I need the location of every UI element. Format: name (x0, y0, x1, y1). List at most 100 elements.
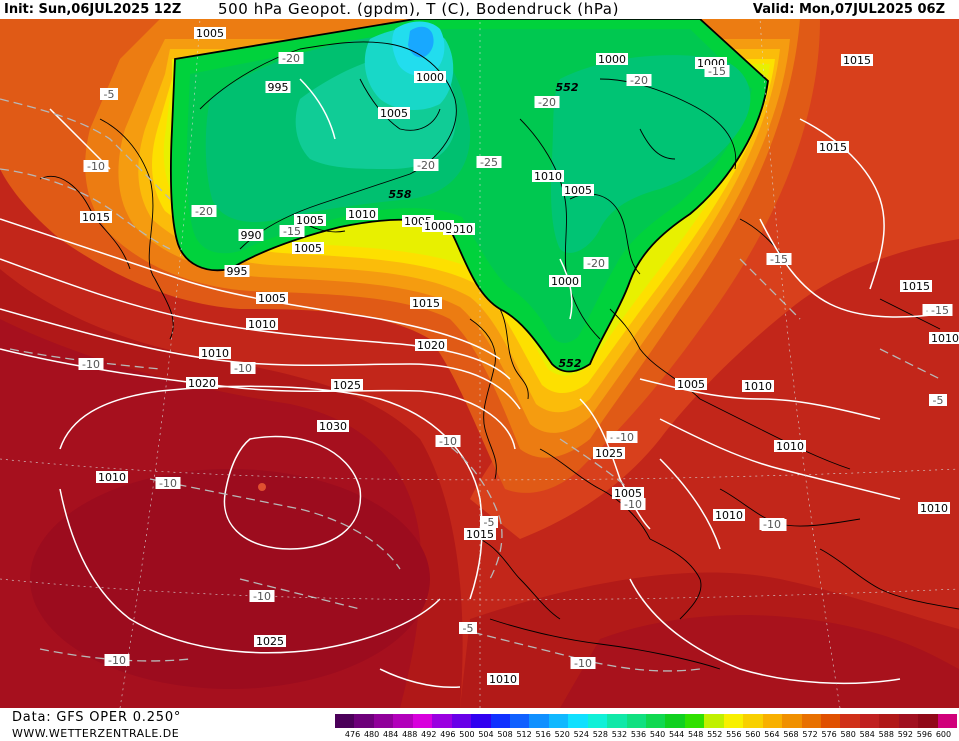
isotherm-label: -10 (435, 435, 461, 448)
label-box (927, 304, 953, 316)
isotherm-label: -10 (155, 477, 181, 490)
color-scale-bar (335, 714, 957, 728)
isobar-label: 1015 (841, 54, 873, 67)
label-text: -20 (417, 159, 435, 172)
isobar-label: 1005 (378, 107, 410, 120)
label-box (900, 280, 932, 292)
scale-swatch (782, 714, 802, 728)
label-text: -10 (439, 435, 457, 448)
label-text: 1005 (564, 184, 592, 197)
label-text: 1015 (843, 54, 871, 67)
label-text: -10 (87, 160, 105, 173)
label-text: -10 (159, 477, 177, 490)
isobar-label: 1010 (774, 440, 806, 453)
label-text: -20 (195, 205, 213, 218)
label-text: 1010 (920, 502, 948, 515)
label-box (415, 339, 447, 351)
scale-label: 588 (878, 730, 894, 739)
label-text: 1010 (776, 440, 804, 453)
website-credit: WWW.WETTERZENTRALE.DE (12, 727, 180, 740)
label-box (410, 297, 442, 309)
scale-swatch (490, 714, 510, 728)
scale-label: 580 (840, 730, 856, 739)
scale-label: 476 (344, 730, 361, 739)
label-text: 1005 (196, 27, 224, 40)
map-header: Init: Sun,06JUL2025 12Z 500 hPa Geopot. … (0, 0, 959, 19)
label-text: -15 (283, 225, 301, 238)
label-text: 1005 (380, 107, 408, 120)
isotherm-label: -10 (104, 654, 130, 667)
label-text: 1010 (489, 673, 517, 686)
label-text: -5 (933, 394, 944, 407)
label-box (620, 498, 646, 510)
valid-time: Valid: Mon,07JUL2025 06Z (752, 2, 945, 17)
data-source: Data: GFS OPER 0.250° (12, 710, 182, 725)
label-box (96, 471, 128, 483)
scale-swatch (684, 714, 705, 728)
label-box (774, 440, 806, 452)
scale-label: 556 (726, 730, 742, 739)
label-text: -20 (538, 96, 556, 109)
label-box (476, 156, 502, 168)
label-box (100, 88, 118, 100)
band-596-high (30, 469, 430, 689)
label-box (249, 590, 275, 602)
label-box (435, 435, 461, 447)
isobar-label: 1030 (317, 420, 349, 433)
label-text: 1000 (416, 71, 444, 84)
scale-label: 520 (554, 730, 570, 739)
isotherm-label: -10 (620, 498, 646, 511)
label-text: -10 (253, 590, 271, 603)
scale-label: 572 (802, 730, 818, 739)
label-text: -10 (624, 498, 642, 511)
isobar-label: 1010 (246, 318, 278, 331)
scale-swatch (879, 714, 899, 728)
isobar-label: 1000 (414, 71, 446, 84)
label-text: -5 (484, 516, 495, 529)
scale-swatch (937, 714, 957, 728)
label-box (532, 170, 564, 182)
isobar-label: 1015 (900, 280, 932, 293)
isobar-label: 1010 (918, 502, 950, 515)
init-time: Init: Sun,06JUL2025 12Z (4, 2, 182, 17)
label-box (841, 54, 873, 66)
label-box (155, 477, 181, 489)
scale-label: 552 (707, 730, 723, 739)
scale-label: 496 (440, 730, 456, 739)
label-text: -5 (104, 88, 115, 101)
scale-swatch (704, 714, 724, 728)
map-footer: Data: GFS OPER 0.250° WWW.WETTERZENTRALE… (0, 708, 959, 741)
label-box (596, 53, 628, 65)
label-box (549, 275, 581, 287)
label-text: -10 (82, 358, 100, 371)
label-text: 990 (241, 229, 262, 242)
scale-label: 560 (745, 730, 761, 739)
label-box (294, 214, 326, 226)
isotherm-label: -5 (459, 622, 477, 635)
scale-label: 508 (497, 730, 513, 739)
isotherm-label: -15 (279, 225, 305, 238)
scale-label: 536 (630, 730, 647, 739)
isotherm-label: -10 (230, 362, 256, 375)
label-text: -15 (770, 253, 788, 266)
label-text: -10 (616, 431, 634, 444)
label-box (612, 487, 644, 499)
label-text: 1015 (902, 280, 930, 293)
geopotential-label: 558 (389, 188, 412, 201)
label-box (583, 257, 609, 269)
isotherm-label: -20 (534, 96, 560, 109)
label-text: 1010 (98, 471, 126, 484)
isotherm-label: -25 (476, 156, 502, 169)
label-box (413, 159, 439, 171)
label-text: 1005 (614, 487, 642, 500)
label-box (562, 184, 594, 196)
map-title: 500 hPa Geopot. (gpdm), T (C), Bodendruc… (218, 0, 620, 18)
label-text: -10 (234, 362, 252, 375)
scale-swatch (529, 714, 549, 728)
isotherm-label: -15 (704, 65, 730, 78)
isobar-label: 1015 (464, 528, 496, 541)
scale-swatch (471, 714, 491, 728)
label-text: 1030 (319, 420, 347, 433)
band-516-core (408, 26, 434, 58)
scale-swatch (898, 714, 919, 728)
